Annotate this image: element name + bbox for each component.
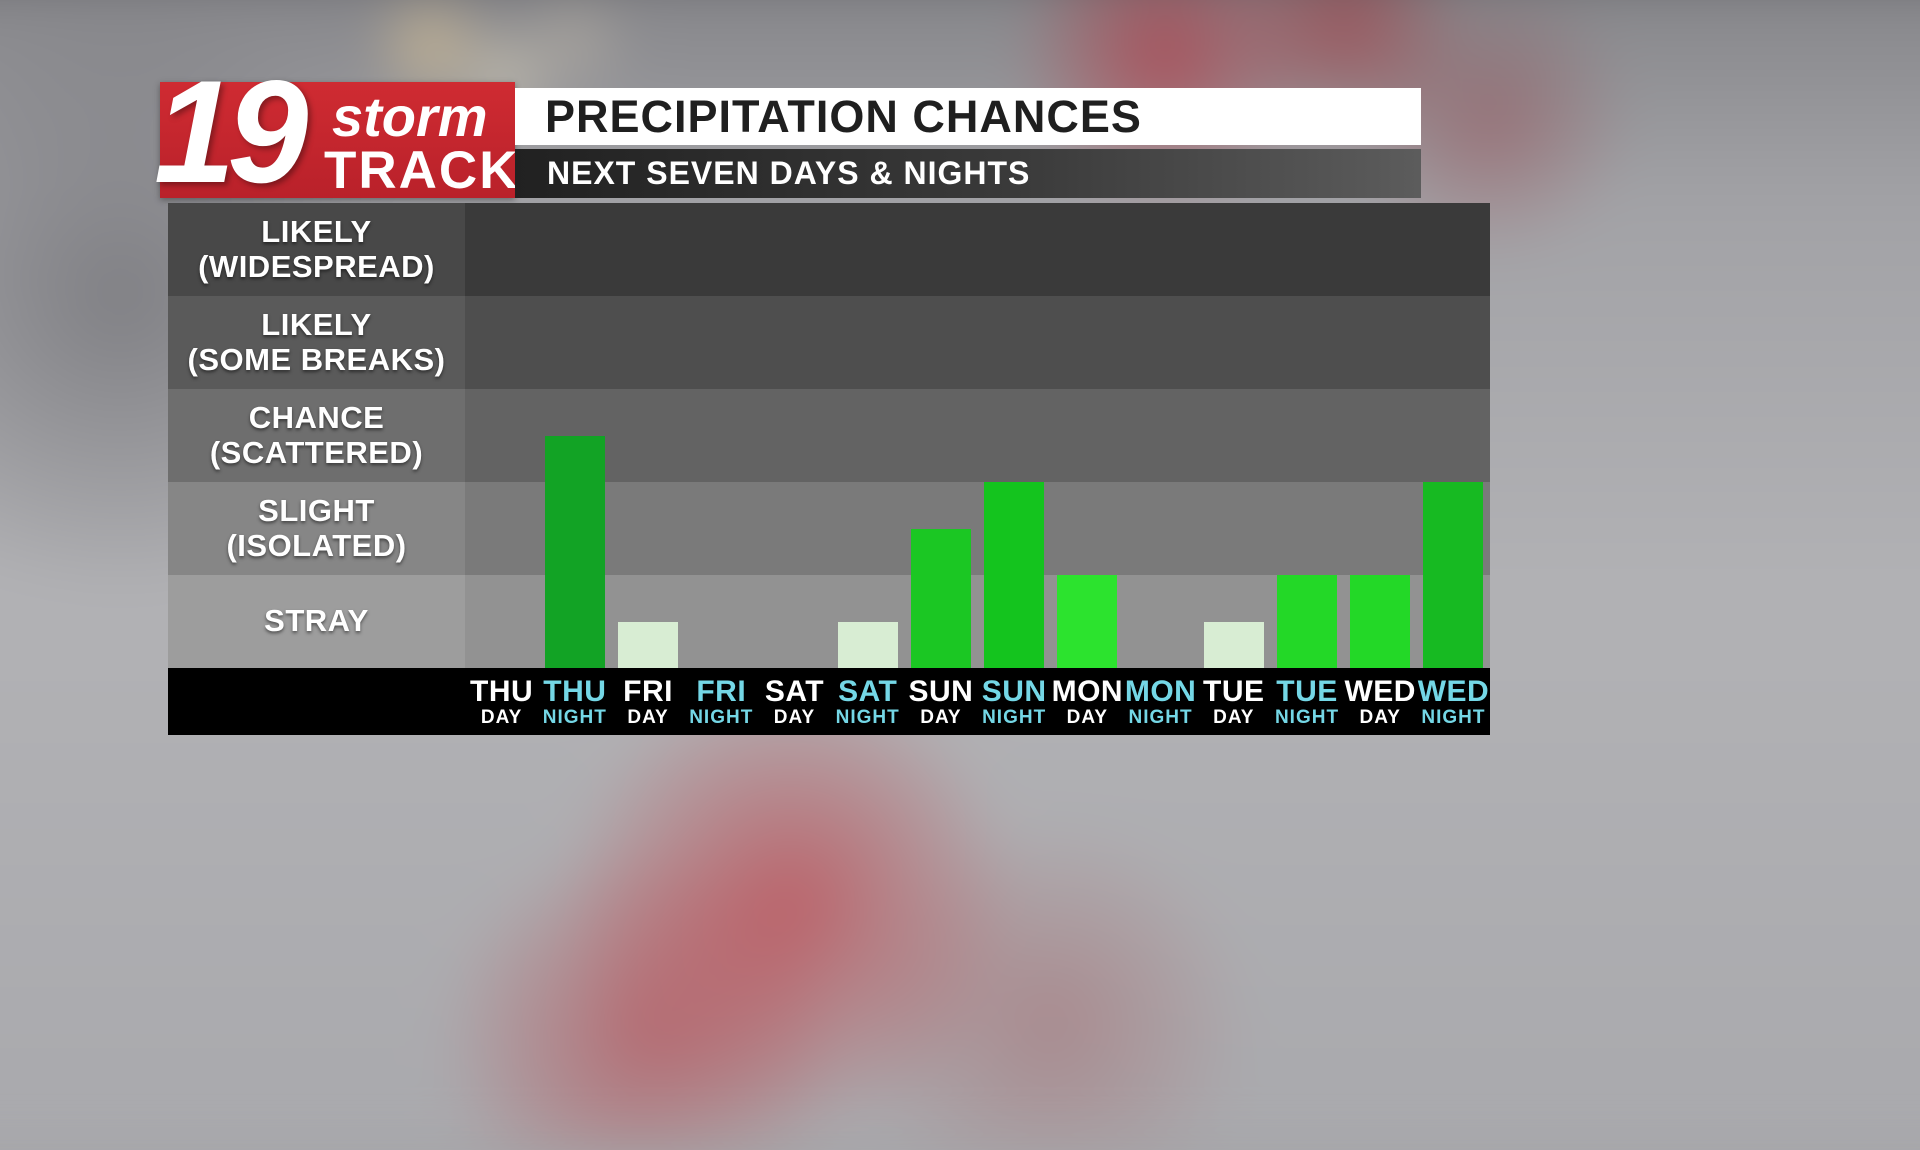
bar-column-mon-night <box>1124 203 1197 668</box>
bar-column-sat-day <box>758 203 831 668</box>
bar-column-fri-day <box>611 203 684 668</box>
band-label: LIKELY (WIDESPREAD) <box>168 203 465 296</box>
axis-period-label: NIGHT <box>689 706 754 728</box>
precip-bar-sun-day <box>910 528 971 668</box>
axis-label-mon-day: MON DAY <box>1051 668 1124 735</box>
band-label: STRAY <box>168 575 465 668</box>
precip-bar-fri-day <box>618 621 679 668</box>
axis-label-sun-day: SUN DAY <box>904 668 977 735</box>
axis-day-label: TUE <box>1203 674 1265 708</box>
axis-label-thu-night: THU NIGHT <box>538 668 611 735</box>
chart-rows: LIKELY (WIDESPREAD) LIKELY (SOME BREAKS) CHA… <box>168 203 1490 668</box>
station-logo: 19 storm TRACK <box>154 50 517 213</box>
precip-bar-sun-night <box>984 482 1045 668</box>
bar-column-thu-day <box>465 203 538 668</box>
bar-column-tue-day <box>1197 203 1270 668</box>
axis-label-tue-night: TUE NIGHT <box>1270 668 1343 735</box>
axis-period-label: DAY <box>920 706 962 728</box>
bar-column-thu-night <box>538 203 611 668</box>
axis-period-label: NIGHT <box>1421 706 1486 728</box>
axis-label-wed-day: WED DAY <box>1344 668 1417 735</box>
axis-period-label: NIGHT <box>835 706 900 728</box>
axis-day-label: SAT <box>838 674 898 708</box>
axis-day-label: FRI <box>696 674 747 708</box>
band-row: SLIGHT (ISOLATED) <box>168 482 1490 575</box>
axis-day-label: THU <box>470 674 534 708</box>
logo-number: 19 <box>154 50 308 213</box>
band-area <box>465 296 1490 389</box>
precip-bar-sat-night <box>837 621 898 668</box>
axis-label-sat-night: SAT NIGHT <box>831 668 904 735</box>
axis-label-fri-night: FRI NIGHT <box>685 668 758 735</box>
band-label: CHANCE (SCATTERED) <box>168 389 465 482</box>
precip-bar-thu-night <box>544 435 605 668</box>
axis-day-label: TUE <box>1276 674 1338 708</box>
axis-day-label: MON <box>1124 674 1197 708</box>
axis-label-wed-night: WED NIGHT <box>1417 668 1490 735</box>
precip-chart: LIKELY (WIDESPREAD) LIKELY (SOME BREAKS) CHA… <box>168 203 1490 735</box>
bar-column-sun-day <box>904 203 977 668</box>
axis-label-tue-day: TUE DAY <box>1197 668 1270 735</box>
axis-period-label: NIGHT <box>1274 706 1340 728</box>
axis-day-label: SUN <box>981 674 1047 708</box>
bar-column-sun-night <box>978 203 1051 668</box>
axis-day-label: WED <box>1344 674 1416 708</box>
axis-period-label: DAY <box>480 706 523 728</box>
chart-subtitle-bar: NEXT SEVEN DAYS & NIGHTS <box>515 149 1421 198</box>
axis-period-label: NIGHT <box>982 706 1047 728</box>
axis-period-label: DAY <box>1066 706 1109 728</box>
precip-bar-wed-night <box>1423 482 1484 668</box>
bar-column-wed-day <box>1344 203 1417 668</box>
precip-bar-tue-night <box>1277 575 1338 668</box>
band-area <box>465 389 1490 482</box>
axis-label-fri-day: FRI DAY <box>611 668 684 735</box>
axis-label-sun-night: SUN NIGHT <box>978 668 1051 735</box>
axis-period-label: NIGHT <box>1128 706 1193 728</box>
axis-label-thu-day: THU DAY <box>465 668 538 735</box>
axis-day-label: THU <box>543 674 607 708</box>
axis-day-label: SAT <box>764 674 825 708</box>
bar-column-fri-night <box>685 203 758 668</box>
axis-day-label: FRI <box>623 674 673 708</box>
axis-period-label: DAY <box>627 706 669 728</box>
chart-bars <box>465 203 1490 668</box>
axis-period-label: DAY <box>1213 706 1255 728</box>
band-row: LIKELY (WIDESPREAD) <box>168 203 1490 296</box>
axis-label-mon-night: MON NIGHT <box>1124 668 1197 735</box>
axis-day-label: WED <box>1417 674 1490 708</box>
chart-subtitle: NEXT SEVEN DAYS & NIGHTS <box>547 155 1031 191</box>
precip-bar-wed-day <box>1350 575 1411 668</box>
precip-bar-tue-day <box>1203 621 1264 668</box>
bar-column-tue-night <box>1270 203 1343 668</box>
logo-track-text: TRACK <box>324 141 520 200</box>
band-label: LIKELY (SOME BREAKS) <box>168 296 465 389</box>
chart-title: PRECIPITATION CHANCES <box>545 90 1142 142</box>
axis-period-label: DAY <box>1359 706 1401 728</box>
band-area <box>465 482 1490 575</box>
precip-bar-mon-day <box>1057 575 1118 668</box>
band-label: SLIGHT (ISOLATED) <box>168 482 465 575</box>
axis-period-label: DAY <box>773 706 816 728</box>
band-row: LIKELY (SOME BREAKS) <box>168 296 1490 389</box>
axis-period-label: NIGHT <box>542 706 607 728</box>
band-row: CHANCE (SCATTERED) <box>168 389 1490 482</box>
bar-column-sat-night <box>831 203 904 668</box>
logo-storm-text: storm <box>332 85 488 148</box>
axis-day-label: SUN <box>908 674 974 708</box>
axis-day-label: MON <box>1051 674 1124 708</box>
band-area <box>465 203 1490 296</box>
bar-column-wed-night <box>1417 203 1490 668</box>
chart-x-axis: THU DAY THU NIGHT FRI DAY FRI NIGHT SAT DAY SAT NIG… <box>168 668 1490 735</box>
axis-label-sat-day: SAT DAY <box>758 668 831 735</box>
chart-title-bar: PRECIPITATION CHANCES <box>515 88 1421 145</box>
bar-column-mon-day <box>1051 203 1124 668</box>
